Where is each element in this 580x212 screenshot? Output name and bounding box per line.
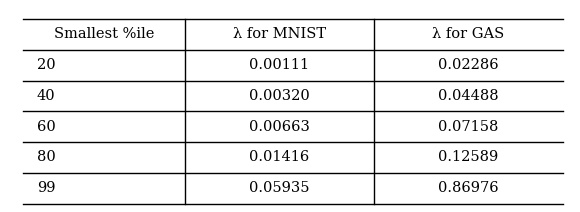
Text: 0.12589: 0.12589 (438, 150, 498, 165)
Text: Smallest %ile: Smallest %ile (54, 27, 154, 42)
Text: 0.00663: 0.00663 (249, 120, 310, 134)
Text: 40: 40 (37, 89, 55, 103)
Text: 80: 80 (37, 150, 56, 165)
Text: 0.02286: 0.02286 (438, 58, 499, 72)
Text: 0.01416: 0.01416 (249, 150, 310, 165)
Text: 60: 60 (37, 120, 56, 134)
Text: 20: 20 (37, 58, 55, 72)
Text: λ for MNIST: λ for MNIST (233, 27, 326, 42)
Text: 0.86976: 0.86976 (438, 181, 499, 195)
Text: 0.04488: 0.04488 (438, 89, 499, 103)
Text: 0.00111: 0.00111 (249, 58, 310, 72)
Text: 99: 99 (37, 181, 55, 195)
Text: λ for GAS: λ for GAS (432, 27, 505, 42)
Text: 0.00320: 0.00320 (249, 89, 310, 103)
Text: 0.05935: 0.05935 (249, 181, 310, 195)
Text: 0.07158: 0.07158 (438, 120, 498, 134)
